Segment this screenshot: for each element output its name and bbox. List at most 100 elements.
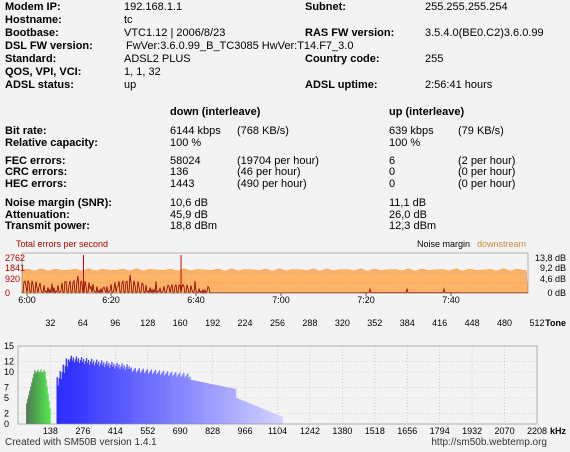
stat-up: 0 — [389, 166, 396, 178]
down-bar — [60, 379, 62, 424]
down-bar — [253, 405, 255, 424]
down-bar — [242, 400, 244, 424]
info-value: tc — [124, 14, 133, 26]
info-label: Subnet: — [305, 1, 346, 13]
stat-down-extra: (46 per hour) — [237, 166, 301, 178]
top-tick: 160 — [173, 318, 188, 328]
down-bar — [261, 408, 263, 424]
down-bar — [238, 399, 241, 424]
right-tick: 4,6 dB — [540, 274, 566, 284]
down-bar — [106, 361, 108, 424]
down-bar — [66, 366, 68, 424]
down-bar — [145, 370, 148, 424]
down-bar — [151, 374, 154, 424]
stat-up: 12,3 dBm — [389, 220, 437, 232]
down-bar — [76, 361, 79, 424]
down-bar — [128, 366, 130, 424]
down-bar — [115, 365, 117, 424]
stat-down: 1443 — [170, 178, 195, 190]
down-bar — [188, 378, 190, 424]
down-bar — [144, 372, 147, 424]
down-bar — [108, 363, 110, 424]
down-bar — [272, 412, 274, 424]
down-bar — [249, 403, 251, 424]
bottom-tick: 828 — [205, 426, 220, 434]
footer-url[interactable]: http://sm50b.webtemp.org — [431, 437, 547, 448]
info-value: 2:56:41 hours — [425, 79, 493, 91]
down-bar — [117, 367, 119, 424]
down-bar — [94, 365, 96, 424]
bottom-tick: 276 — [75, 426, 90, 434]
info-value: ADSL2 PLUS — [124, 53, 191, 65]
down-bar — [132, 370, 134, 424]
down-bar — [174, 373, 176, 424]
y-tick: 2 — [4, 409, 9, 419]
down-bar — [225, 387, 228, 424]
left-tick: 2762 — [5, 253, 25, 263]
info-label: QOS, VPI, VCI: — [5, 66, 82, 78]
down-bar — [143, 373, 146, 424]
down-bar — [195, 380, 197, 424]
stat-up: 100 % — [389, 137, 421, 149]
down-bar — [169, 374, 171, 424]
stat-down-extra: (490 per hour) — [237, 178, 307, 190]
down-bar — [78, 363, 81, 424]
down-bar — [148, 372, 151, 424]
down-bar — [245, 401, 247, 424]
down-bar — [235, 398, 238, 424]
up-bar — [29, 390, 31, 424]
down-bar — [264, 409, 266, 424]
down-bar — [97, 364, 99, 424]
info-value: 3.5.4.0(BE0.C2)3.6.0.99 — [425, 27, 544, 39]
down-bar — [83, 363, 86, 424]
down-bar — [102, 365, 104, 424]
down-bar — [232, 388, 235, 424]
down-bar — [277, 415, 279, 424]
down-bar — [68, 361, 70, 424]
down-bar — [271, 412, 273, 424]
stat-down: 45,9 dB — [170, 209, 208, 221]
down-bar — [229, 387, 232, 424]
down-bar — [139, 373, 141, 424]
stat-up: 0 — [389, 178, 396, 190]
x-tick: 7:00 — [272, 295, 290, 305]
down-bar — [136, 371, 138, 424]
down-bar — [189, 376, 191, 424]
stat-up-extra: (0 per hour) — [458, 166, 516, 178]
down-bar — [134, 367, 136, 424]
x-tick: 7:40 — [442, 295, 460, 305]
down-bar — [159, 375, 162, 424]
down-bar — [127, 369, 129, 424]
bottom-tick: 2070 — [495, 426, 515, 434]
down-bar — [211, 384, 213, 424]
down-bar — [129, 368, 131, 424]
down-bar — [172, 376, 174, 424]
info-label: ADSL status: — [5, 79, 74, 91]
bottom-tick: 1518 — [365, 426, 385, 434]
up-bar — [48, 401, 50, 424]
down-bar — [237, 398, 240, 424]
info-value: up — [124, 79, 137, 91]
down-bar — [140, 371, 142, 424]
down-bar — [70, 355, 73, 424]
up-bar — [34, 370, 36, 424]
bits-per-tone-chart: 32 64 96 128 160 192 224 256 288 320 352 384 416 448 4… — [4, 318, 566, 434]
down-bar — [107, 365, 109, 424]
down-bar — [183, 372, 185, 424]
down-bar — [86, 362, 89, 424]
down-bar — [63, 373, 65, 424]
down-bar — [141, 370, 143, 424]
down-bar — [157, 371, 160, 424]
down-bar — [112, 366, 114, 424]
down-bar — [266, 410, 268, 424]
stat-label: Noise margin (SNR): — [5, 197, 112, 209]
down-bar — [96, 359, 98, 424]
bottom-tick: 414 — [108, 426, 123, 434]
up-bar — [47, 393, 49, 424]
top-tick: 256 — [270, 318, 285, 328]
up-bar — [27, 399, 29, 424]
down-bar — [153, 371, 156, 424]
stat-down: 136 — [170, 166, 189, 178]
up-bar — [43, 369, 45, 424]
info-label: Country code: — [305, 53, 380, 65]
